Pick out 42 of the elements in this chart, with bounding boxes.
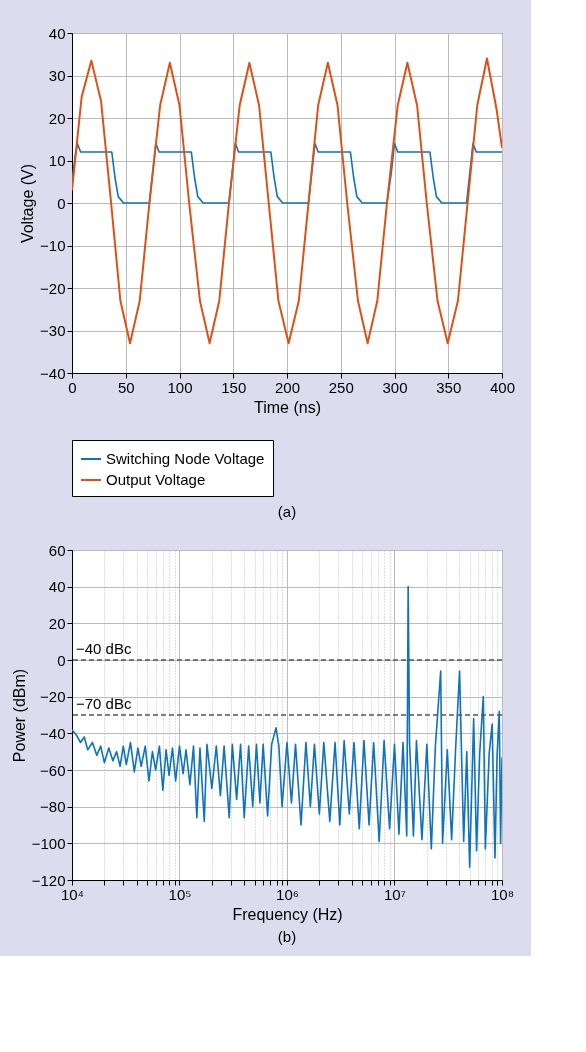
y-tick-label: −20 xyxy=(40,688,66,706)
x-tick-label: 10⁷ xyxy=(383,885,407,903)
x-tick-label: 50 xyxy=(117,378,135,396)
y-tick-label: −40 xyxy=(40,364,66,382)
y-tick-label: −100 xyxy=(31,834,66,852)
y-tick-label: 40 xyxy=(48,578,66,596)
x-tick-label: 10⁵ xyxy=(168,885,192,903)
text: (b) xyxy=(277,928,297,945)
y-axis-title: Voltage (V) xyxy=(19,163,37,244)
x-tick-label: 200 xyxy=(274,378,301,396)
y-tick-label: −80 xyxy=(40,798,66,816)
y-tick-label: 0 xyxy=(57,194,66,212)
x-tick-label: 10⁶ xyxy=(276,885,299,903)
ref-line-label: −70 dBc xyxy=(76,695,132,712)
x-tick-label: 100 xyxy=(167,378,193,396)
y-tick-label: −60 xyxy=(40,761,66,779)
y-tick-label: 0 xyxy=(57,651,66,669)
x-tick-label: 350 xyxy=(436,378,462,396)
y-tick-label: −10 xyxy=(40,237,66,254)
legend-label: Switching Node Voltage xyxy=(106,450,265,467)
x-tick-label: 150 xyxy=(221,378,247,396)
x-tick-label: 0 xyxy=(68,378,77,396)
y-tick-label: −30 xyxy=(40,322,66,339)
y-tick-label: 60 xyxy=(48,541,66,559)
y-tick-label: −40 xyxy=(40,724,66,742)
x-tick-label: 300 xyxy=(382,378,408,396)
y-tick-label: 20 xyxy=(48,109,66,127)
x-tick-label: 400 xyxy=(489,378,516,396)
y-tick-label: −20 xyxy=(40,279,66,297)
y-tick-label: 40 xyxy=(48,24,66,42)
text: (a) xyxy=(277,502,297,520)
x-axis-title: Frequency (Hz) xyxy=(232,905,343,923)
x-tick-label: 250 xyxy=(328,378,354,396)
x-tick-label: 10⁸ xyxy=(490,885,515,903)
y-tick-label: 30 xyxy=(48,67,66,84)
line-series xyxy=(72,57,502,345)
x-axis-title: Time (ns) xyxy=(254,398,321,416)
ref-line-label: −40 dBc xyxy=(76,640,132,657)
y-tick-label: 10 xyxy=(48,152,66,169)
y-tick-label: 20 xyxy=(48,614,66,632)
y-axis-title: Power (dBm) xyxy=(10,668,28,763)
legend-label: Output Voltage xyxy=(106,471,206,488)
